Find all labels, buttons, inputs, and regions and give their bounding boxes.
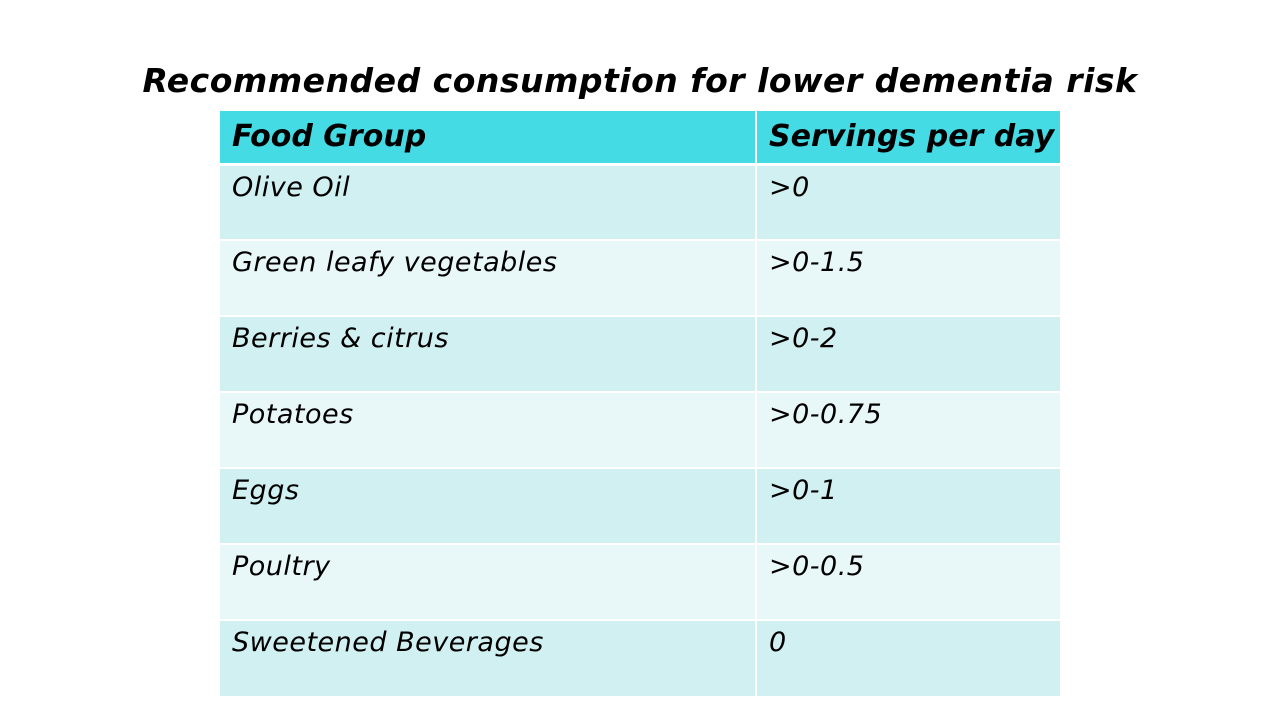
table-row: Poultry >0-0.5: [220, 543, 1060, 620]
food-group-cell: Berries & citrus: [220, 315, 756, 392]
column-header-food-group: Food Group: [220, 111, 756, 166]
servings-cell: >0-0.5: [755, 543, 1060, 620]
servings-cell: >0: [755, 164, 1060, 240]
table-row: Olive Oil >0: [220, 164, 1060, 240]
table-row: Green leafy vegetables >0-1.5: [220, 239, 1060, 316]
servings-cell: 0: [755, 619, 1060, 696]
food-group-cell: Poultry: [220, 543, 756, 620]
column-header-servings-per-day: Servings per day: [755, 111, 1060, 166]
food-group-cell: Olive Oil: [232, 171, 351, 203]
food-group-cell: Eggs: [220, 467, 756, 544]
table-row: Sweetened Beverages 0: [220, 619, 1060, 696]
servings-cell: >0-1.5: [755, 239, 1060, 316]
food-group-cell: Potatoes: [220, 391, 756, 468]
food-group-cell: Sweetened Beverages: [220, 619, 756, 696]
table-row: Berries & citrus >0-2: [220, 315, 1060, 392]
food-group-cell: Green leafy vegetables: [220, 239, 756, 316]
table-row: Eggs >0-1: [220, 467, 1060, 544]
table-header-row: Food Group Servings per day: [220, 111, 1060, 166]
table-row: Potatoes >0-0.75: [220, 391, 1060, 468]
servings-cell: >0-2: [755, 315, 1060, 392]
slide-title: Recommended consumption for lower dement…: [142, 61, 1138, 100]
servings-cell: >0-1: [755, 467, 1060, 544]
consumption-table: Food Group Servings per day Olive Oil >0…: [220, 111, 1060, 696]
servings-cell: >0-0.75: [755, 391, 1060, 468]
